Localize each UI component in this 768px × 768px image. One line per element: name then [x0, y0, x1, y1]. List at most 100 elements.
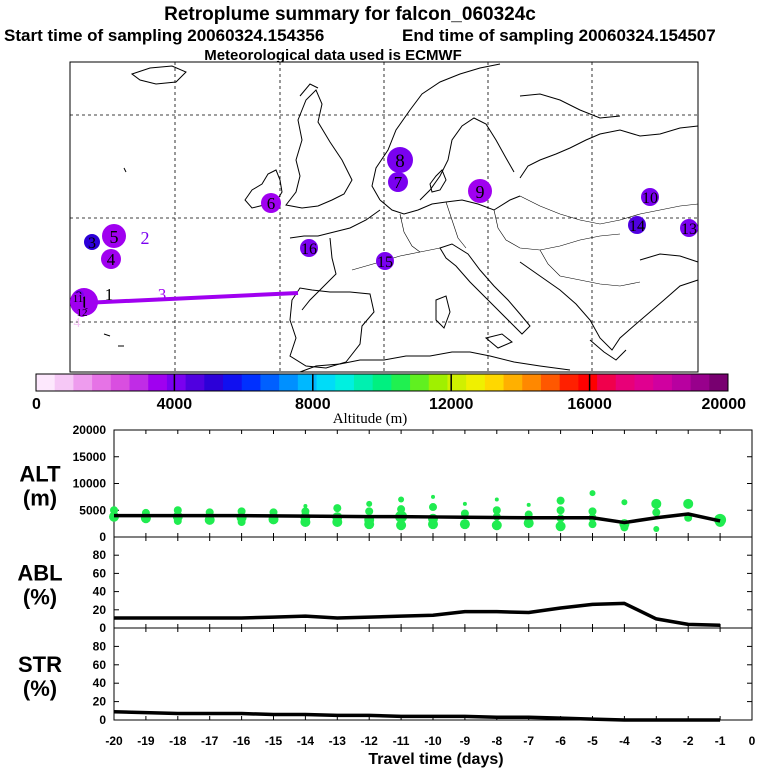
xtick-label: -2: [683, 734, 694, 748]
colorbar-cell: [503, 374, 523, 391]
colorbar-cell: [578, 374, 598, 391]
xtick-label: -1: [715, 734, 726, 748]
end-time-label: End time of sampling 20060324.154507: [402, 26, 716, 45]
cluster-3-label: 3: [88, 235, 96, 252]
x-axis-label: Travel time (days): [368, 751, 503, 768]
alt-scatter-point: [204, 514, 215, 525]
country-borders: [351, 195, 699, 287]
colorbar-cell: [634, 374, 654, 391]
alt-scatter-point: [556, 506, 565, 515]
alt-scatter-point: [523, 518, 534, 529]
colorbar-cell: [466, 374, 486, 391]
colorbar-cell: [241, 374, 261, 391]
cluster-10-label: 10: [642, 190, 658, 207]
figure-title: Retroplume summary for falcon_060324c: [164, 4, 536, 25]
alt-scatter-point: [396, 520, 407, 531]
cluster-4-label: 4: [107, 250, 116, 269]
str-frame: [113, 627, 753, 721]
xtick-label: -6: [555, 734, 566, 748]
colorbar-tick-label: 20000: [702, 396, 747, 413]
xtick-label: -12: [361, 734, 379, 748]
alt-scatter-point: [491, 520, 502, 531]
alt-scatter-point: [364, 519, 375, 530]
str-series-line: [113, 709, 721, 722]
colorbar-cell: [410, 374, 430, 391]
xtick-label: -14: [297, 734, 315, 748]
coastlines: [103, 63, 699, 373]
colorbar-cell: [54, 374, 74, 391]
colorbar-cell: [260, 374, 280, 391]
xtick-label: -4: [619, 734, 630, 748]
cluster-16: 16: [300, 239, 318, 258]
abl-series-line: [114, 601, 721, 628]
alt-ytick-label: 15000: [73, 450, 107, 464]
str-ytick-label: 20: [93, 695, 107, 709]
cluster-13-label: 13: [681, 221, 697, 238]
xtick-label: -16: [233, 734, 251, 748]
alt-scatter-point: [492, 506, 501, 515]
xtick-label: -3: [651, 734, 662, 748]
xtick-label: -20: [105, 734, 123, 748]
colorbar-cell: [92, 374, 112, 391]
alt-scatter-point: [237, 518, 246, 527]
colorbar-cell: [73, 374, 93, 391]
alt-scatter-point: [366, 500, 373, 507]
alt-scatter-point: [365, 507, 374, 516]
xtick-label: -9: [460, 734, 471, 748]
alt-scatter-point: [428, 519, 438, 530]
cluster-6-circle: [261, 193, 281, 213]
colorbar-tick-label: 0: [32, 396, 41, 413]
colorbar-cell: [709, 374, 729, 391]
abl-ytick-label: 60: [93, 566, 107, 580]
cluster-10-circle: [641, 188, 659, 206]
cluster-3-circle: [84, 234, 100, 250]
cluster-15-label: 15: [377, 254, 393, 271]
cluster-15-circle: [376, 252, 394, 270]
colorbar-cell: [540, 374, 561, 391]
cluster-9-circle: [468, 179, 492, 203]
cluster-13: 13: [680, 219, 698, 238]
colorbar-cell: [447, 374, 467, 391]
cluster-8-label: 8: [395, 151, 405, 172]
alt-ytick-label: 5000: [79, 503, 106, 517]
extra-label-1: 1: [105, 285, 114, 304]
cluster-6-label: 6: [267, 194, 276, 213]
cluster-markers: 1 2 3 4 5 6 7: [70, 147, 698, 331]
cluster-1-label: 1: [79, 293, 89, 314]
colorbar-cell: [428, 374, 448, 391]
extra-label-3: 3: [158, 285, 167, 304]
cluster-7-label: 7: [394, 173, 403, 192]
colorbar-cell: [597, 374, 617, 391]
colorbar-cell: [615, 374, 635, 391]
colorbar-frame: [35, 373, 729, 392]
xtick-label: -5: [587, 734, 598, 748]
colorbar-cell: [653, 374, 673, 391]
colorbar-cell: [484, 374, 505, 391]
xtick-label: -18: [169, 734, 187, 748]
abl-panel: 0 20 40 60 80 ABL (%): [17, 536, 753, 635]
cluster-14-circle: [628, 216, 646, 234]
colorbar-tick-label: 4000: [157, 396, 193, 413]
abl-ytick-label: 40: [93, 585, 107, 599]
str-ytick-label: 0: [99, 713, 106, 727]
colorbar-cell: [129, 374, 149, 391]
cluster-11-circle: [73, 293, 83, 303]
cluster-14-label: 14: [629, 218, 645, 235]
alt-series-line: [114, 512, 721, 525]
alt-panel: 0 5000 10000 15000 20000 ALT (m): [19, 423, 753, 544]
xtick-label: -19: [137, 734, 155, 748]
alt-panel-label-line: ALT: [19, 462, 61, 487]
colorbar-cell: [166, 374, 187, 391]
str-panel-label-line: (%): [23, 676, 57, 701]
cluster-5-label: 5: [110, 227, 119, 247]
xtick-label: -13: [329, 734, 347, 748]
europe-map: 1 2 3 4 5 6 7: [69, 61, 699, 373]
str-ytick-label: 60: [93, 658, 107, 672]
xtick-label: -17: [201, 734, 219, 748]
cluster-5: 5: [102, 224, 126, 248]
cluster-12: 12: [77, 307, 88, 319]
colorbar-cell: [36, 374, 56, 391]
cluster-11: 11: [73, 293, 83, 305]
